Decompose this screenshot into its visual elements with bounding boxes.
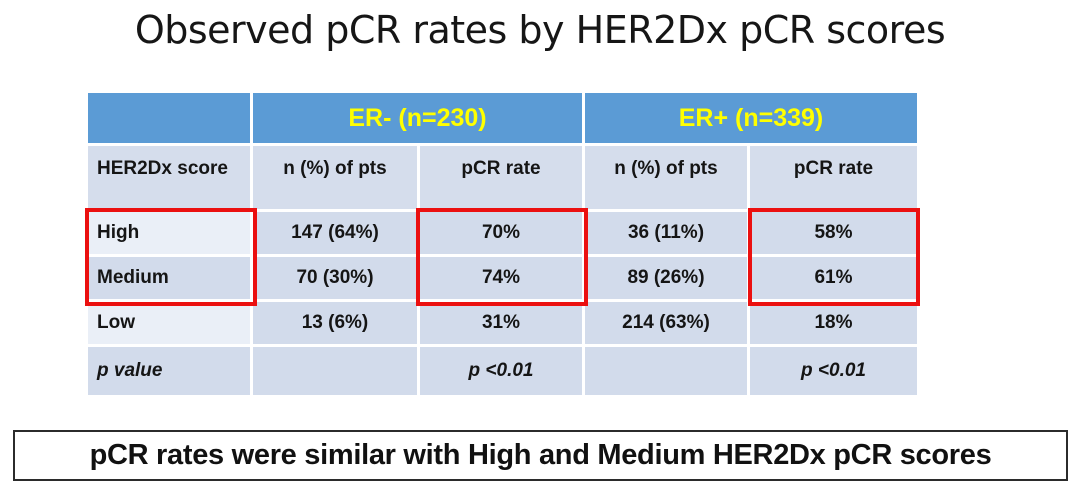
row-high-er-neg-n: 147 (64%) (253, 212, 420, 257)
row-pvalue-er-pos-n (585, 347, 750, 395)
header-corner-cell (88, 93, 253, 146)
row-pvalue-label: p value (88, 347, 253, 395)
row-medium-er-neg-n: 70 (30%) (253, 257, 420, 302)
row-pvalue-er-pos-pcr: p <0.01 (750, 347, 917, 395)
row-medium-er-pos-pcr: 61% (750, 257, 917, 302)
header-er-positive: ER+ (n=339) (585, 93, 917, 146)
pcr-rates-table: ER- (n=230) ER+ (n=339) HER2Dx score n (… (85, 93, 920, 395)
row-low-er-neg-n: 13 (6%) (253, 302, 420, 347)
conclusion-text: pCR rates were similar with High and Med… (89, 439, 992, 471)
row-medium-label: Medium (88, 257, 253, 302)
header-er-negative: ER- (n=230) (253, 93, 585, 146)
col-header-er-neg-n-pct: n (%) of pts (253, 146, 420, 212)
row-pvalue-er-neg-n (253, 347, 420, 395)
row-medium-er-neg-pcr: 74% (420, 257, 585, 302)
row-low-er-neg-pcr: 31% (420, 302, 585, 347)
conclusion-box: pCR rates were similar with High and Med… (13, 430, 1068, 481)
row-high-label: High (88, 212, 253, 257)
col-header-er-pos-n-pct: n (%) of pts (585, 146, 750, 212)
col-header-her2dx-score: HER2Dx score (88, 146, 253, 212)
row-low-er-pos-pcr: 18% (750, 302, 917, 347)
row-high-er-pos-n: 36 (11%) (585, 212, 750, 257)
row-high-er-neg-pcr: 70% (420, 212, 585, 257)
slide-title: Observed pCR rates by HER2Dx pCR scores (134, 8, 946, 52)
row-low-label: Low (88, 302, 253, 347)
row-high-er-pos-pcr: 58% (750, 212, 917, 257)
col-header-er-pos-pcr-rate: pCR rate (750, 146, 917, 212)
col-header-er-neg-pcr-rate: pCR rate (420, 146, 585, 212)
table-grid: ER- (n=230) ER+ (n=339) HER2Dx score n (… (88, 93, 917, 395)
row-medium-er-pos-n: 89 (26%) (585, 257, 750, 302)
row-pvalue-er-neg-pcr: p <0.01 (420, 347, 585, 395)
row-low-er-pos-n: 214 (63%) (585, 302, 750, 347)
